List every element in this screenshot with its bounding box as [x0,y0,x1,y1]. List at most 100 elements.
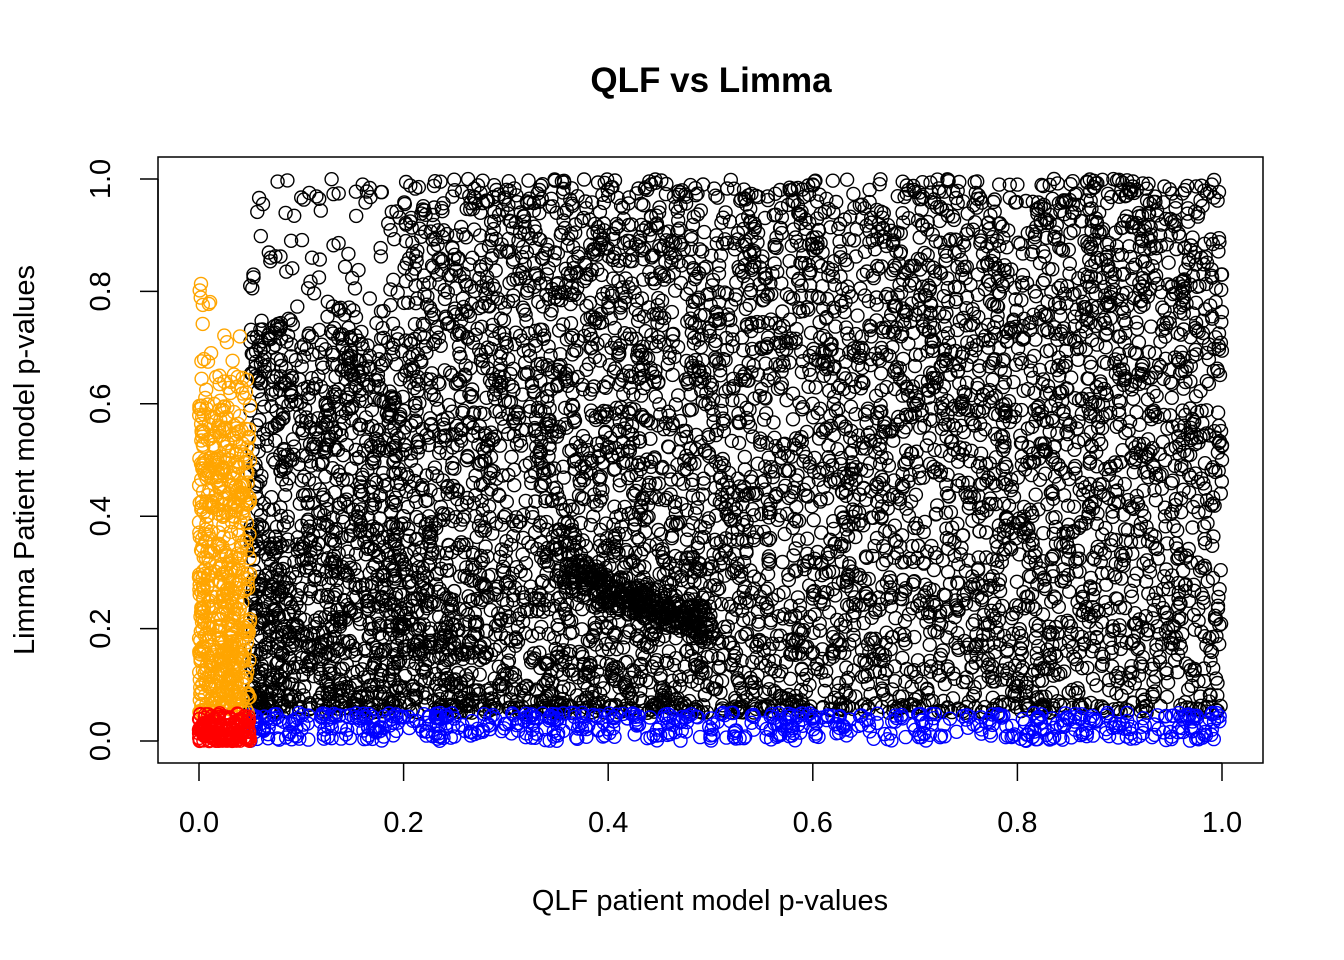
data-point [963,485,978,500]
data-point [972,523,987,539]
data-point [652,200,667,215]
data-point [1181,541,1196,557]
data-point [763,460,779,475]
data-point [1134,358,1150,373]
data-point [348,647,363,663]
data-point [825,564,841,580]
data-point [715,477,730,493]
data-point [783,671,798,686]
data-point [1023,363,1039,378]
data-point [373,249,389,264]
data-point [672,669,687,684]
data-point [621,625,636,640]
data-point [709,423,725,438]
data-point [1112,600,1128,615]
data-point [681,669,696,684]
data-point [318,469,333,484]
data-point [1150,619,1165,634]
data-point [390,656,406,671]
data-point [596,195,611,211]
data-point [448,281,463,296]
data-point [1139,193,1155,208]
data-point [399,484,414,499]
data-point [544,429,559,444]
data-point [1208,671,1224,686]
data-point [957,441,972,456]
data-point [494,517,509,532]
data-point [1179,548,1195,563]
data-point [514,438,529,453]
data-point [1204,538,1220,553]
data-point [907,276,922,291]
data-point [341,246,356,262]
data-point [1035,178,1051,194]
data-point [387,231,402,247]
data-point [846,233,862,248]
data-point [515,249,530,265]
data-point [571,291,586,306]
data-point [375,357,390,372]
data-point [961,475,976,490]
data-point [784,183,799,198]
data-point [940,326,956,341]
data-point [1016,311,1032,326]
data-point [1069,341,1085,357]
data-point [1099,356,1115,371]
data-point [445,478,461,494]
data-point [808,380,823,395]
data-point [516,530,531,546]
data-point [1148,493,1164,508]
data-point [722,551,737,566]
data-point [884,307,899,322]
data-point [294,340,309,355]
data-point [342,300,357,315]
data-point [1183,470,1199,485]
data-point [505,221,520,236]
data-point [1127,345,1143,360]
data-point [689,269,704,284]
data-point [760,581,776,596]
data-point [592,353,607,368]
data-point [956,425,971,440]
data-point [417,287,432,302]
data-point [543,348,558,363]
data-point [1193,383,1208,399]
data-point [938,253,953,268]
data-point [340,544,355,559]
data-point [767,237,782,253]
data-point [435,229,450,245]
data-point [268,433,283,448]
data-point [1115,548,1130,564]
data-point [311,270,327,285]
data-point [583,517,598,533]
data-point [637,559,652,575]
data-point [1086,638,1102,654]
data-point [954,252,969,268]
data-point [800,554,815,570]
data-point [925,366,941,381]
data-point [500,655,515,671]
data-point [1070,626,1085,641]
data-point [1201,376,1217,392]
data-point [813,401,828,416]
data-point [880,286,895,302]
data-point [1136,356,1151,372]
data-point [1146,384,1161,400]
data-point [930,498,945,513]
data-point [757,473,772,488]
data-point [360,463,375,478]
data-point [779,287,794,302]
data-point [324,171,339,187]
data-point [611,218,626,234]
data-point [889,534,904,549]
data-point [1055,243,1071,258]
data-point [659,490,674,506]
data-point [590,175,606,190]
data-point [759,406,774,421]
data-point [714,403,729,419]
data-point [846,627,861,643]
data-point [933,647,949,663]
data-point [1118,316,1134,331]
data-point [711,581,727,596]
data-point [556,470,571,485]
